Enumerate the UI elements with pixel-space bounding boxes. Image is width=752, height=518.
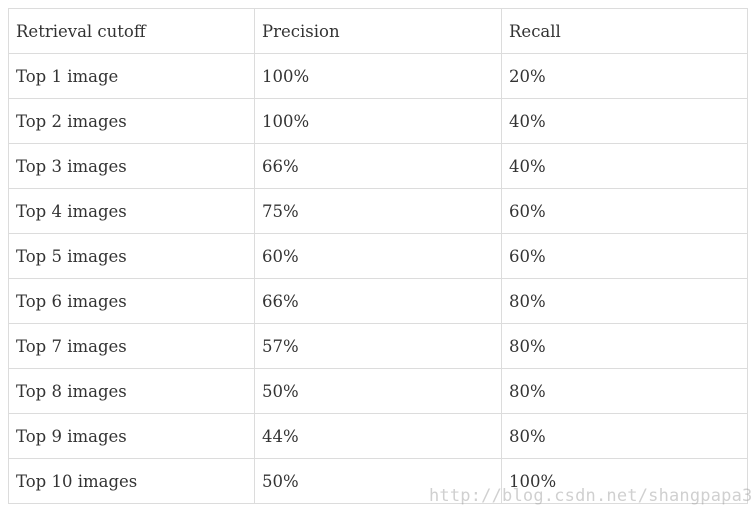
cell-precision: 44% xyxy=(254,413,502,459)
header-recall: Recall xyxy=(501,8,748,54)
cell-precision: 66% xyxy=(254,143,502,189)
table-row: Top 6 images 66% 80% xyxy=(8,278,748,324)
cell-recall: 80% xyxy=(501,278,748,324)
table-row: Top 5 images 60% 60% xyxy=(8,233,748,279)
cell-cutoff: Top 4 images xyxy=(8,188,255,234)
table-row: Top 7 images 57% 80% xyxy=(8,323,748,369)
cell-precision: 100% xyxy=(254,53,502,99)
cell-cutoff: Top 10 images xyxy=(8,458,255,504)
cell-precision: 50% xyxy=(254,368,502,414)
table-row: Top 3 images 66% 40% xyxy=(8,143,748,189)
cell-cutoff: Top 7 images xyxy=(8,323,255,369)
table-row: Top 8 images 50% 80% xyxy=(8,368,748,414)
cell-recall: 80% xyxy=(501,323,748,369)
table-row: Top 10 images 50% 100% xyxy=(8,458,748,504)
cell-cutoff: Top 1 image xyxy=(8,53,255,99)
cell-recall: 40% xyxy=(501,98,748,144)
header-precision: Precision xyxy=(254,8,502,54)
cell-cutoff: Top 6 images xyxy=(8,278,255,324)
table-header-row: Retrieval cutoff Precision Recall xyxy=(8,8,748,54)
cell-recall: 40% xyxy=(501,143,748,189)
cell-precision: 66% xyxy=(254,278,502,324)
table-row: Top 4 images 75% 60% xyxy=(8,188,748,234)
table-row: Top 2 images 100% 40% xyxy=(8,98,748,144)
cell-cutoff: Top 9 images xyxy=(8,413,255,459)
cell-precision: 57% xyxy=(254,323,502,369)
cell-cutoff: Top 3 images xyxy=(8,143,255,189)
table-row: Top 1 image 100% 20% xyxy=(8,53,748,99)
cell-recall: 80% xyxy=(501,368,748,414)
cell-precision: 50% xyxy=(254,458,502,504)
header-retrieval-cutoff: Retrieval cutoff xyxy=(8,8,255,54)
cell-recall: 80% xyxy=(501,413,748,459)
cell-recall: 60% xyxy=(501,233,748,279)
cell-cutoff: Top 2 images xyxy=(8,98,255,144)
cell-cutoff: Top 5 images xyxy=(8,233,255,279)
table-row: Top 9 images 44% 80% xyxy=(8,413,748,459)
cell-recall: 20% xyxy=(501,53,748,99)
cell-recall: 100% xyxy=(501,458,748,504)
cell-precision: 75% xyxy=(254,188,502,234)
cell-precision: 100% xyxy=(254,98,502,144)
cell-precision: 60% xyxy=(254,233,502,279)
precision-recall-table: Retrieval cutoff Precision Recall Top 1 … xyxy=(8,8,748,504)
cell-cutoff: Top 8 images xyxy=(8,368,255,414)
cell-recall: 60% xyxy=(501,188,748,234)
